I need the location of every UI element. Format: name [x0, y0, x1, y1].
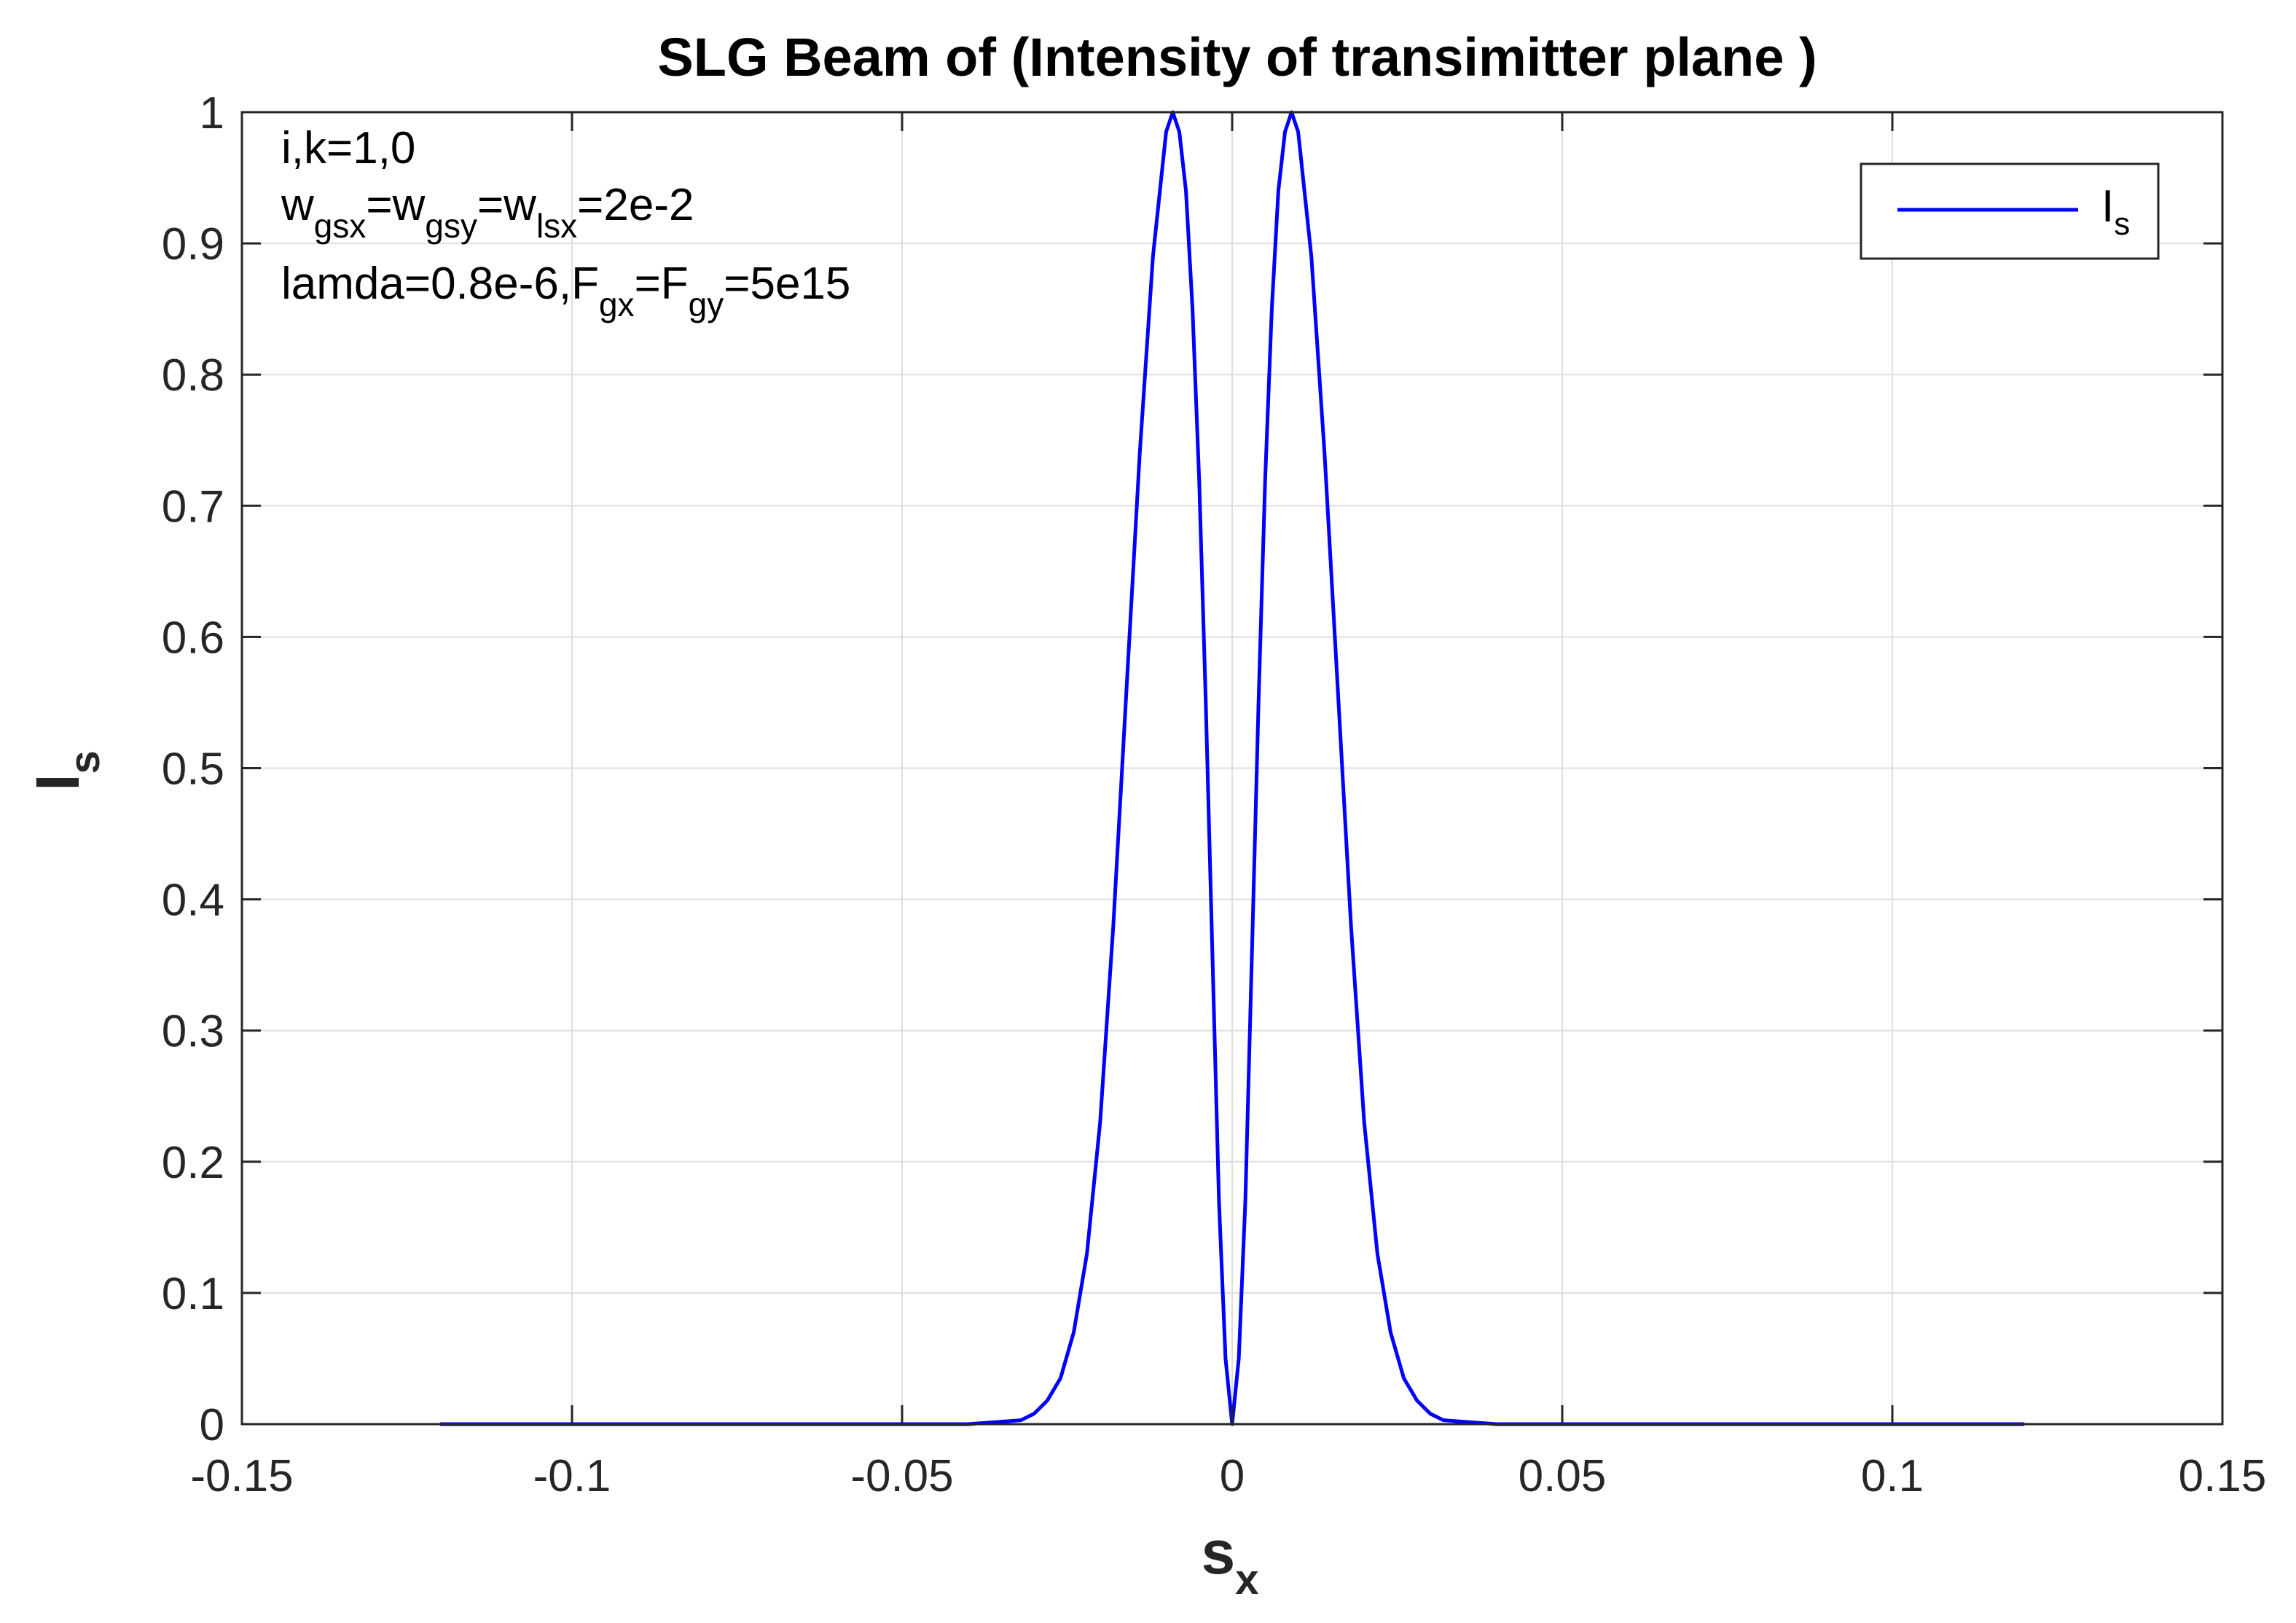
y-tick-label: 0.4 [162, 876, 224, 926]
y-axis-label-main: I [23, 774, 92, 790]
y-tick-label: 0.1 [162, 1269, 224, 1319]
y-tick-label: 0.5 [162, 744, 224, 795]
annotation-line: i,k=1,0 [281, 123, 415, 173]
annotation-text: =5e15 [724, 259, 850, 309]
annotation-text: =F [635, 259, 689, 309]
annotation-text: i,k=1,0 [281, 123, 415, 173]
y-tick-labels: 0 0.1 0.2 0.3 0.4 0.5 0.6 0.7 0.8 0.9 1 [162, 88, 224, 1450]
y-axis-label: Is [23, 750, 109, 791]
annotation-line: wgsx=wgsy=wlsx=2e-2 [281, 180, 694, 245]
annotation-box: i,k=1,0wgsx=wgsy=wlsx=2e-2lamda=0.8e-6,F… [281, 123, 850, 323]
annotation-subscript: gsy [425, 207, 477, 245]
annotation-text: w [281, 180, 314, 230]
annotation-subscript: gx [599, 286, 635, 323]
annotation-line: lamda=0.8e-6,Fgx=Fgy=5e15 [281, 259, 850, 323]
annotation-text: =w [366, 180, 425, 230]
annotation-text: =w [477, 180, 536, 230]
x-tick-label: 0.1 [1861, 1451, 1924, 1501]
x-tick-label: 0 [1220, 1451, 1245, 1501]
chart-title: SLG Beam of (Intensity of transimitter p… [657, 27, 1817, 87]
legend-label-sub: s [2114, 206, 2130, 242]
y-tick-label: 1 [200, 88, 224, 138]
y-tick-label: 0.3 [162, 1007, 224, 1057]
annotation-text: lamda=0.8e-6,F [281, 259, 599, 309]
annotation-text: =2e-2 [577, 180, 694, 230]
y-tick-label: 0.8 [162, 350, 224, 401]
x-tick-label: 0.15 [2179, 1451, 2267, 1501]
y-tick-label: 0.2 [162, 1138, 224, 1188]
x-axis-label-sub: x [1235, 1556, 1258, 1603]
annotation-subscript: gy [689, 286, 724, 323]
x-axis-label-main: s [1202, 1518, 1236, 1587]
y-tick-label: 0.9 [162, 219, 224, 270]
legend-label-main: I [2101, 181, 2114, 232]
x-tick-labels: -0.15 -0.1 -0.05 0 0.05 0.1 0.15 [190, 1451, 2266, 1501]
legend-label: Is [2101, 181, 2130, 242]
x-tick-label: -0.05 [850, 1451, 953, 1501]
annotation-subscript: gsx [314, 207, 367, 245]
x-tick-label: 0.05 [1519, 1451, 1607, 1501]
x-tick-label: -0.1 [533, 1451, 611, 1501]
legend: Is [1860, 162, 2160, 260]
y-axis-label-sub: s [61, 750, 109, 774]
y-tick-label: 0 [200, 1400, 224, 1450]
y-tick-label: 0.7 [162, 482, 224, 532]
y-tick-label: 0.6 [162, 613, 224, 663]
x-tick-label: -0.15 [190, 1451, 293, 1501]
annotation-subscript: lsx [536, 207, 577, 245]
ticks [240, 111, 2224, 1426]
x-axis-label: sx [1202, 1518, 1259, 1603]
